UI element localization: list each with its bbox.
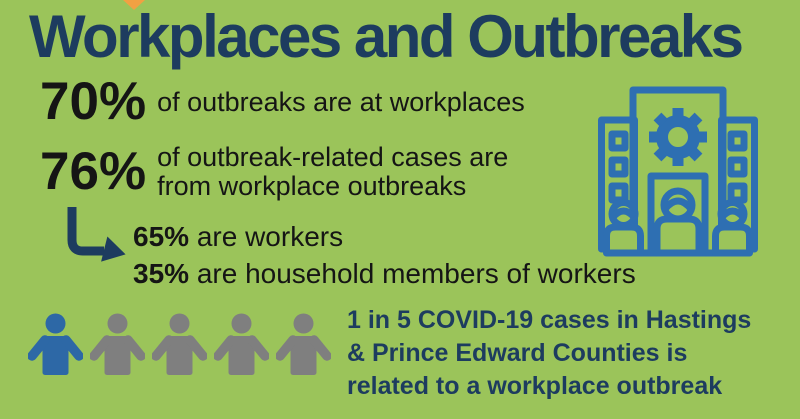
stat-text-76: of outbreak-related cases are from workp… [157,143,508,201]
breakdown-household: 35% are household members of workers [133,258,636,290]
stat-row-outbreaks: 70% of outbreaks are at workplaces [40,72,525,131]
window-icon [608,130,629,152]
key-message-line3: related to a workplace outbreak [347,372,723,400]
stat-value-70: 70% [40,72,147,131]
stat-text-70: of outbreaks are at workplaces [157,86,525,117]
person-icon [214,313,269,375]
worker-icon [603,199,644,257]
key-message-line1: 1 in 5 COVID-19 cases in Hastings [347,306,752,334]
key-message-line2: & Prince Edward Counties is [347,339,688,367]
breakdown-workers-text: are workers [196,221,344,252]
workplace-building-icon [598,86,758,257]
stat-text-76-line1: of outbreak-related cases are [157,142,509,172]
elbow-arrow-icon [67,207,126,262]
page-title: Workplaces and Outbreaks [29,3,744,70]
people-ratio-graphic [28,313,331,377]
breakdown-workers-value: 65% [133,221,190,252]
stat-text-76-line2: from workplace outbreaks [157,171,467,201]
worker-icon [712,199,753,257]
window-icon [608,156,629,178]
stat-row-cases: 76% of outbreak-related cases are from w… [40,143,508,201]
key-message: 1 in 5 COVID-19 cases in Hastings & Prin… [347,304,751,403]
person-icon [90,313,145,375]
person-icon [152,313,207,375]
breakdown-workers: 65% are workers [133,221,343,253]
worker-icon [653,187,703,257]
window-icon [727,130,748,152]
person-icon-highlighted [28,313,83,375]
window-icon [727,156,748,178]
breakdown-household-text: are household members of workers [196,258,636,289]
orange-pointer-decoration [123,0,145,10]
breakdown-household-value: 35% [133,258,190,289]
stat-value-76: 76% [40,141,147,201]
person-icon [276,313,331,375]
window-icon [727,182,748,204]
gear-icon [649,108,707,166]
window-icon [608,182,629,204]
